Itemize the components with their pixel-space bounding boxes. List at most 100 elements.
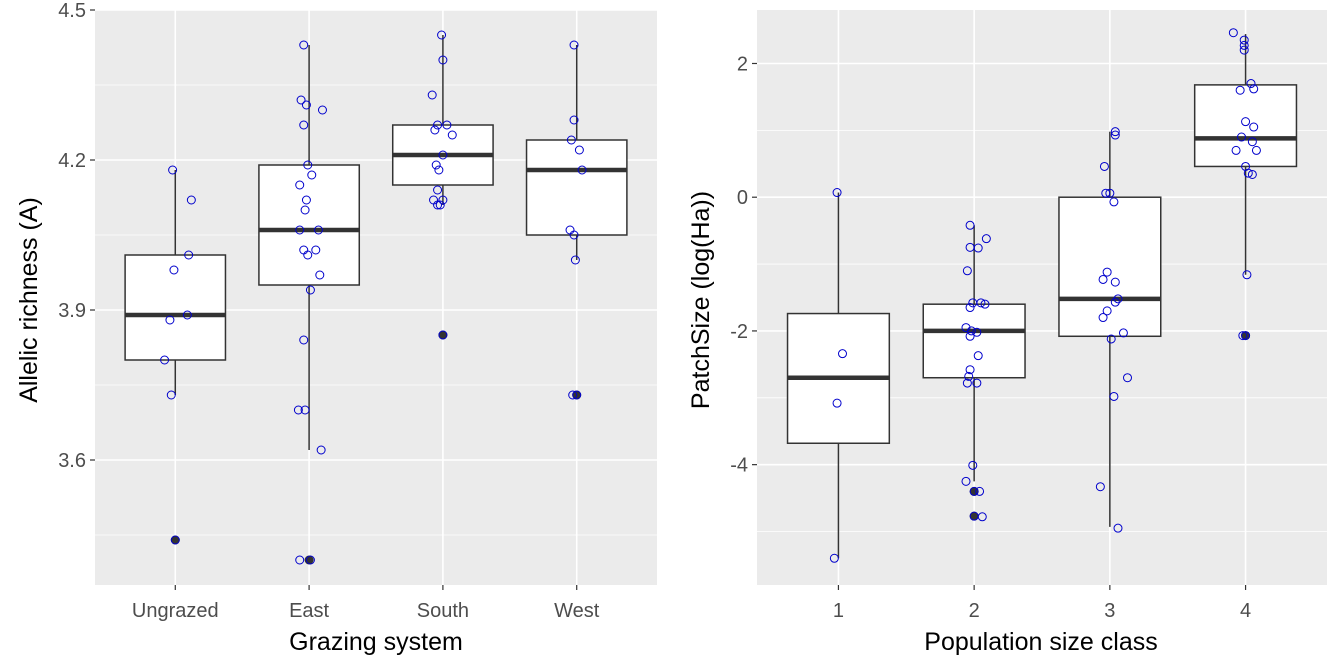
right-data-point xyxy=(976,298,986,308)
right-y-tick-label: 2 xyxy=(737,53,748,75)
right-data-point xyxy=(965,331,975,341)
right-y-tick-label: -2 xyxy=(730,321,748,343)
right-data-point xyxy=(981,234,991,244)
right-data-point xyxy=(832,188,842,198)
left-data-point xyxy=(293,405,303,415)
right-data-point xyxy=(969,486,979,496)
left-data-point xyxy=(431,160,441,170)
left-data-point xyxy=(307,170,317,180)
right-data-point xyxy=(1101,188,1111,198)
left-data-point xyxy=(569,230,579,240)
right-data-point xyxy=(1242,270,1252,280)
left-data-point xyxy=(170,535,180,545)
left-x-tick-label: South xyxy=(417,600,469,622)
left-data-point xyxy=(577,165,587,175)
left-data-point xyxy=(569,115,579,125)
left-data-point xyxy=(433,185,443,195)
left-data-point xyxy=(568,390,578,400)
right-data-point xyxy=(1109,197,1119,207)
left-data-point xyxy=(572,390,582,400)
right-data-point xyxy=(1113,294,1123,304)
right-data-point xyxy=(1102,306,1112,316)
right-data-point xyxy=(1249,84,1259,94)
left-data-point xyxy=(305,555,315,565)
left-data-point xyxy=(570,255,580,265)
right-data-point xyxy=(1099,161,1109,171)
left-data-point xyxy=(301,100,311,110)
left-data-point xyxy=(433,200,443,210)
right-box xyxy=(922,303,1026,379)
right-x-tick-label: 1 xyxy=(833,600,844,622)
right-data-point xyxy=(1110,297,1120,307)
left-data-point xyxy=(437,30,447,40)
left-data-point xyxy=(165,315,175,325)
right-data-point xyxy=(1105,188,1115,198)
right-data-point xyxy=(965,303,975,313)
right-chart-panel: -4 -2 0 2 1 2 3 4 xyxy=(730,10,1327,622)
right-data-point xyxy=(1239,40,1249,50)
right-data-point xyxy=(1247,137,1257,147)
left-x-axis-title: Grazing system xyxy=(289,628,463,656)
left-data-point xyxy=(169,265,179,275)
left-data-point xyxy=(438,55,448,65)
right-data-point xyxy=(969,511,979,521)
left-data-point xyxy=(303,250,313,260)
left-data-point xyxy=(299,120,309,130)
right-data-point xyxy=(975,486,985,496)
left-data-point xyxy=(438,330,448,340)
left-data-point xyxy=(184,250,194,260)
left-data-point xyxy=(295,555,305,565)
right-data-point xyxy=(968,460,978,470)
right-data-point xyxy=(1247,169,1257,179)
left-data-point xyxy=(299,335,309,345)
left-data-point xyxy=(569,40,579,50)
right-data-point xyxy=(1095,482,1105,492)
right-data-point xyxy=(1228,28,1238,38)
left-data-point xyxy=(574,145,584,155)
right-data-point xyxy=(829,553,839,563)
right-data-point xyxy=(1098,313,1108,323)
left-data-point xyxy=(313,225,323,235)
right-data-point xyxy=(1246,79,1256,89)
left-data-point xyxy=(182,310,192,320)
left-data-point xyxy=(303,160,313,170)
left-x-tick-label: West xyxy=(554,600,600,622)
left-data-point xyxy=(427,90,437,100)
left-y-tick-label: 4.2 xyxy=(58,150,86,172)
left-x-tick-label: Ungrazed xyxy=(132,600,219,622)
left-data-point xyxy=(299,40,309,50)
left-y-axis-title: Allelic richness (A) xyxy=(15,197,43,403)
left-y-tick-label: 4.5 xyxy=(58,0,86,22)
right-data-point xyxy=(1249,122,1259,132)
left-data-point xyxy=(433,120,443,130)
right-data-point xyxy=(965,365,975,375)
right-data-point xyxy=(965,220,975,230)
left-outlier-point xyxy=(438,330,448,340)
right-data-point xyxy=(1241,331,1251,341)
right-box xyxy=(1058,196,1162,338)
right-data-point xyxy=(1241,117,1251,127)
right-data-point xyxy=(962,378,972,388)
right-data-point xyxy=(961,476,971,486)
left-data-point xyxy=(305,285,315,295)
left-box xyxy=(124,254,227,361)
right-data-point xyxy=(1109,391,1119,401)
left-data-point xyxy=(300,205,310,215)
right-data-point xyxy=(1235,85,1245,95)
right-data-point xyxy=(1110,277,1120,287)
right-data-point xyxy=(1098,274,1108,284)
right-data-point xyxy=(832,398,842,408)
right-data-point xyxy=(962,266,972,276)
right-data-point xyxy=(973,351,983,361)
left-data-point xyxy=(295,225,305,235)
right-data-point xyxy=(972,378,982,388)
right-data-point xyxy=(1239,35,1249,45)
right-outlier-point xyxy=(969,511,979,521)
right-data-point xyxy=(966,326,976,336)
left-y-tick-label: 3.6 xyxy=(58,450,86,472)
left-outlier-point xyxy=(170,535,180,545)
right-data-point xyxy=(1238,331,1248,341)
right-data-point xyxy=(838,349,847,359)
left-data-point xyxy=(430,125,440,135)
